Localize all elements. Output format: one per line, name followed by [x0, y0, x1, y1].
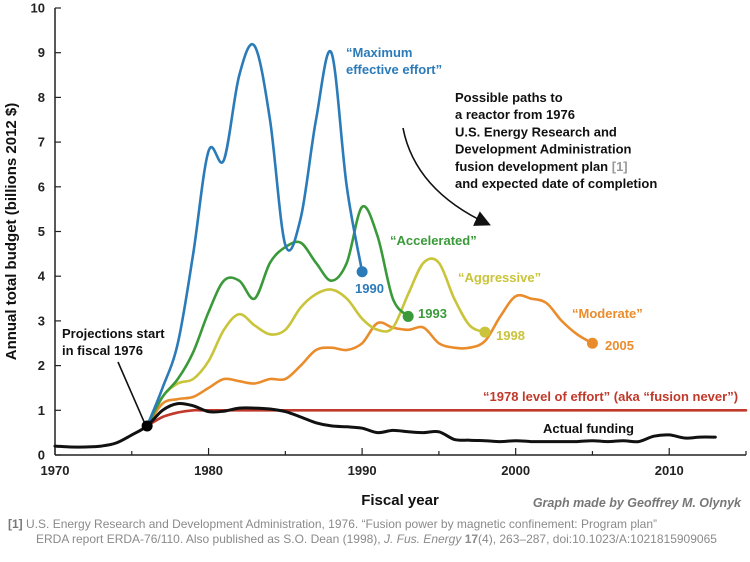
footnote-line2-pre: ERDA report ERDA-76/110. Also published … [36, 532, 384, 546]
series-maximum-effective-effort-line [145, 43, 364, 428]
y-tick-label: 8 [38, 90, 45, 105]
y-tick-label: 0 [38, 448, 45, 463]
y-tick-label: 3 [38, 313, 45, 328]
series-1978-level-of-effort-aka-fusion-never-label: “1978 level of effort” (aka “fusion neve… [483, 389, 738, 404]
series-moderate-line [145, 293, 594, 428]
footnote-line2: ERDA report ERDA-76/110. Also published … [8, 532, 748, 547]
footnote-ref: [1] [8, 517, 23, 531]
x-tick-label: 1970 [41, 463, 70, 478]
axes: 0 1 2 3 4 5 6 7 8 9 10 1970 1980 1990 2000 2010 Fiscal y… [3, 1, 747, 509]
projection-start-point [141, 420, 153, 432]
projections-start-label: Projections start in fiscal 1976 [62, 326, 165, 358]
projections-start-leader [117, 361, 145, 423]
x-tick-label: 1990 [348, 463, 377, 478]
y-tick-label: 5 [38, 224, 45, 239]
chart: 0 1 2 3 4 5 6 7 8 9 10 1970 1980 1990 2000 2010 Fiscal y… [3, 1, 748, 510]
possible-paths-ref: [1] [608, 159, 628, 174]
possible-paths-arrow [402, 127, 491, 226]
y-tick-label: 1 [38, 403, 45, 418]
series-actual-funding-line [53, 401, 717, 449]
y-axis-title: Annual total budget (billions 2012 $) [3, 103, 20, 361]
series-1978-level-of-effort-aka-fusion-never-line [145, 408, 748, 428]
y-tick-label: 2 [38, 358, 45, 373]
series-accelerated-label: “Accelerated” [390, 233, 477, 248]
series-aggressive-end-point [479, 326, 491, 338]
x-tick-label: 2010 [655, 463, 684, 478]
y-tick-label: 4 [38, 269, 46, 284]
series-accelerated-line [145, 204, 410, 428]
x-tick-label: 2000 [501, 463, 530, 478]
series-moderate-end-point [586, 337, 598, 349]
series-moderate-end-label: 2005 [605, 338, 634, 353]
footnote-line2-post: (4), 263–287, doi:10.1023/A:102181590906… [478, 532, 717, 546]
possible-paths-note: Possible paths to a reactor from 1976 U.S.… [455, 90, 657, 191]
series-accelerated-end-point [402, 310, 414, 322]
footnote-volume: 17 [464, 532, 479, 546]
series-maximum-effective-effort-label: “Maximum effective effort” [346, 45, 442, 77]
series-layer [53, 43, 748, 449]
x-axis-title: Fiscal year [361, 492, 439, 509]
footnote-journal: J. Fus. Energy [383, 532, 462, 546]
series-maximum-effective-effort-end-point [356, 266, 368, 278]
y-tick-label: 7 [38, 135, 45, 150]
series-aggressive-end-label: 1998 [496, 328, 525, 343]
series-aggressive-label: “Aggressive” [458, 270, 541, 285]
series-maximum-effective-effort-end-label: 1990 [355, 281, 384, 296]
y-tick-label: 9 [38, 45, 45, 60]
series-accelerated-end-label: 1993 [418, 306, 447, 321]
series-moderate-label: “Moderate” [572, 306, 643, 321]
footnote: [1] U.S. Energy Research and Development… [8, 517, 748, 547]
labels-layer: “Maximum effective effort” “Accelerated” “A… [62, 45, 742, 510]
series-aggressive-line [145, 257, 487, 428]
y-tick-label: 6 [38, 179, 45, 194]
graph-credit: Graph made by Geoffrey M. Olynyk [533, 496, 742, 510]
series-actual-funding-label: Actual funding [543, 421, 634, 436]
y-tick-label: 10 [31, 1, 45, 16]
footnote-line1: U.S. Energy Research and Development Adm… [26, 517, 657, 531]
x-tick-label: 1980 [194, 463, 223, 478]
